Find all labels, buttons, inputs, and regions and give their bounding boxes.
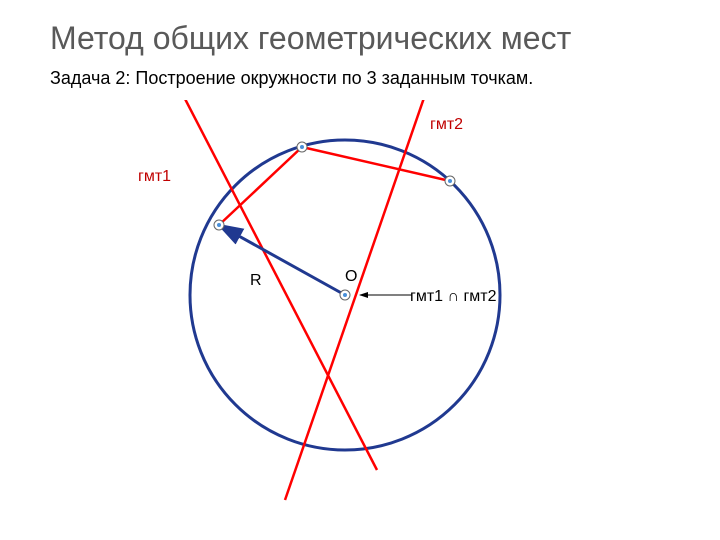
label-gmt2: гмт2: [430, 116, 463, 134]
subtitle: Задача 2: Построение окружности по 3 зад…: [50, 68, 533, 89]
label-intersection: гмт1 ∩ гмт2: [410, 288, 497, 306]
page-title: Метод общих геометрических мест: [50, 20, 571, 57]
label-center-O: O: [345, 268, 357, 286]
geometric-diagram: гмт1 гмт2 O R гмт1 ∩ гмт2: [120, 100, 600, 520]
diagram-svg: [120, 100, 600, 520]
label-gmt1: гмт1: [138, 168, 171, 186]
label-radius-R: R: [250, 272, 262, 290]
